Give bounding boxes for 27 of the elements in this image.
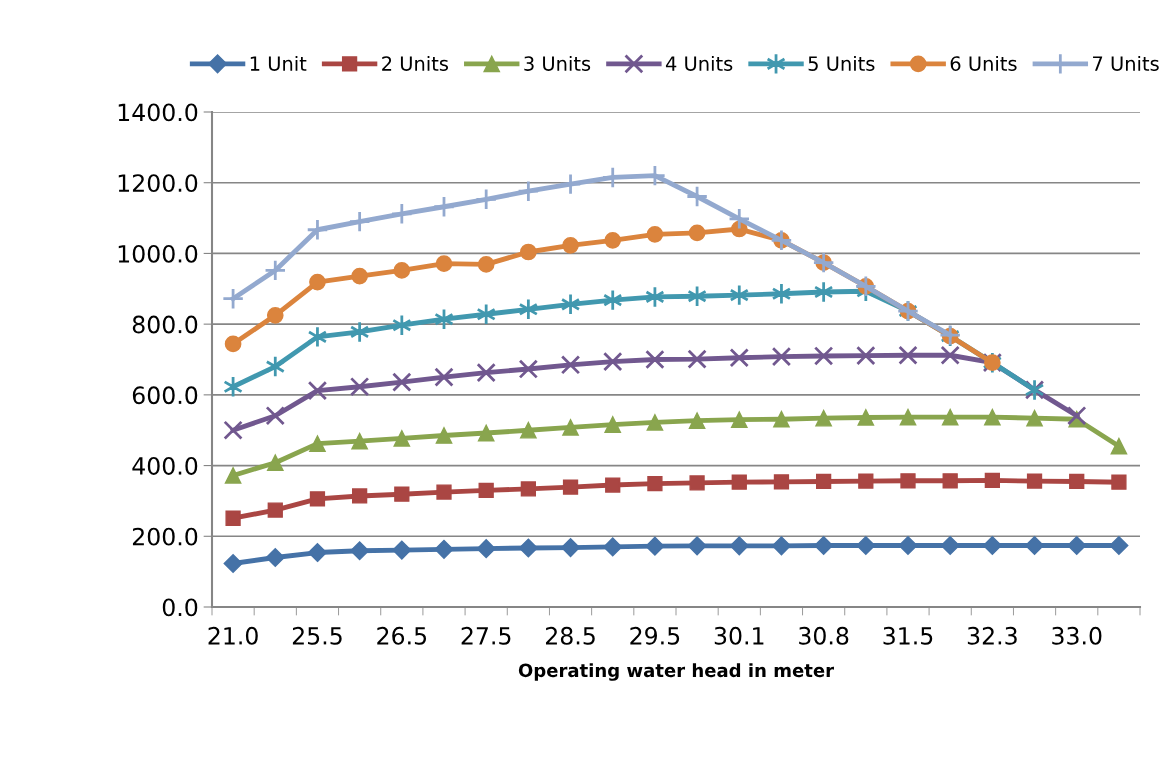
- y-tick-label: 1000.0: [118, 244, 198, 263]
- x-tick-label: 28.5: [545, 626, 595, 645]
- x-tick-label: 32.3: [967, 626, 1017, 645]
- legend-label: 1 Unit: [250, 55, 307, 71]
- x-tick-label: 26.5: [377, 626, 427, 645]
- legend-label: 6 Units: [950, 55, 1017, 71]
- x-tick-label: 30.1: [714, 626, 764, 645]
- legend-label: 2 Units: [382, 55, 449, 71]
- x-tick-label: 21.0: [208, 626, 258, 645]
- x-tick-label: 33.0: [1052, 626, 1102, 645]
- x-tick-label: 27.5: [461, 626, 511, 645]
- y-tick-label: 1400.0: [118, 103, 198, 122]
- y-tick-label: 600.0: [132, 386, 198, 405]
- y-tick-label: 400.0: [132, 457, 198, 475]
- legend-label: 4 Units: [665, 55, 733, 71]
- y-tick-label: 0.0: [162, 598, 198, 617]
- y-tick-label: 200.0: [132, 527, 198, 546]
- legend-label: 3 Units: [524, 55, 591, 71]
- x-tick-label: 29.5: [630, 626, 680, 645]
- x-tick-label: 30.8: [799, 626, 849, 645]
- y-tick-label: 800.0: [132, 315, 198, 334]
- x-tick-label: 25.5: [292, 626, 342, 645]
- legend-label: 5 Units: [808, 55, 875, 71]
- x-tick-label: 31.5: [883, 626, 933, 645]
- x-axis-title: Operating water head in meter: [518, 663, 834, 681]
- legend-label: 7 Units: [1093, 55, 1159, 71]
- y-tick-label: 1200.0: [118, 174, 198, 193]
